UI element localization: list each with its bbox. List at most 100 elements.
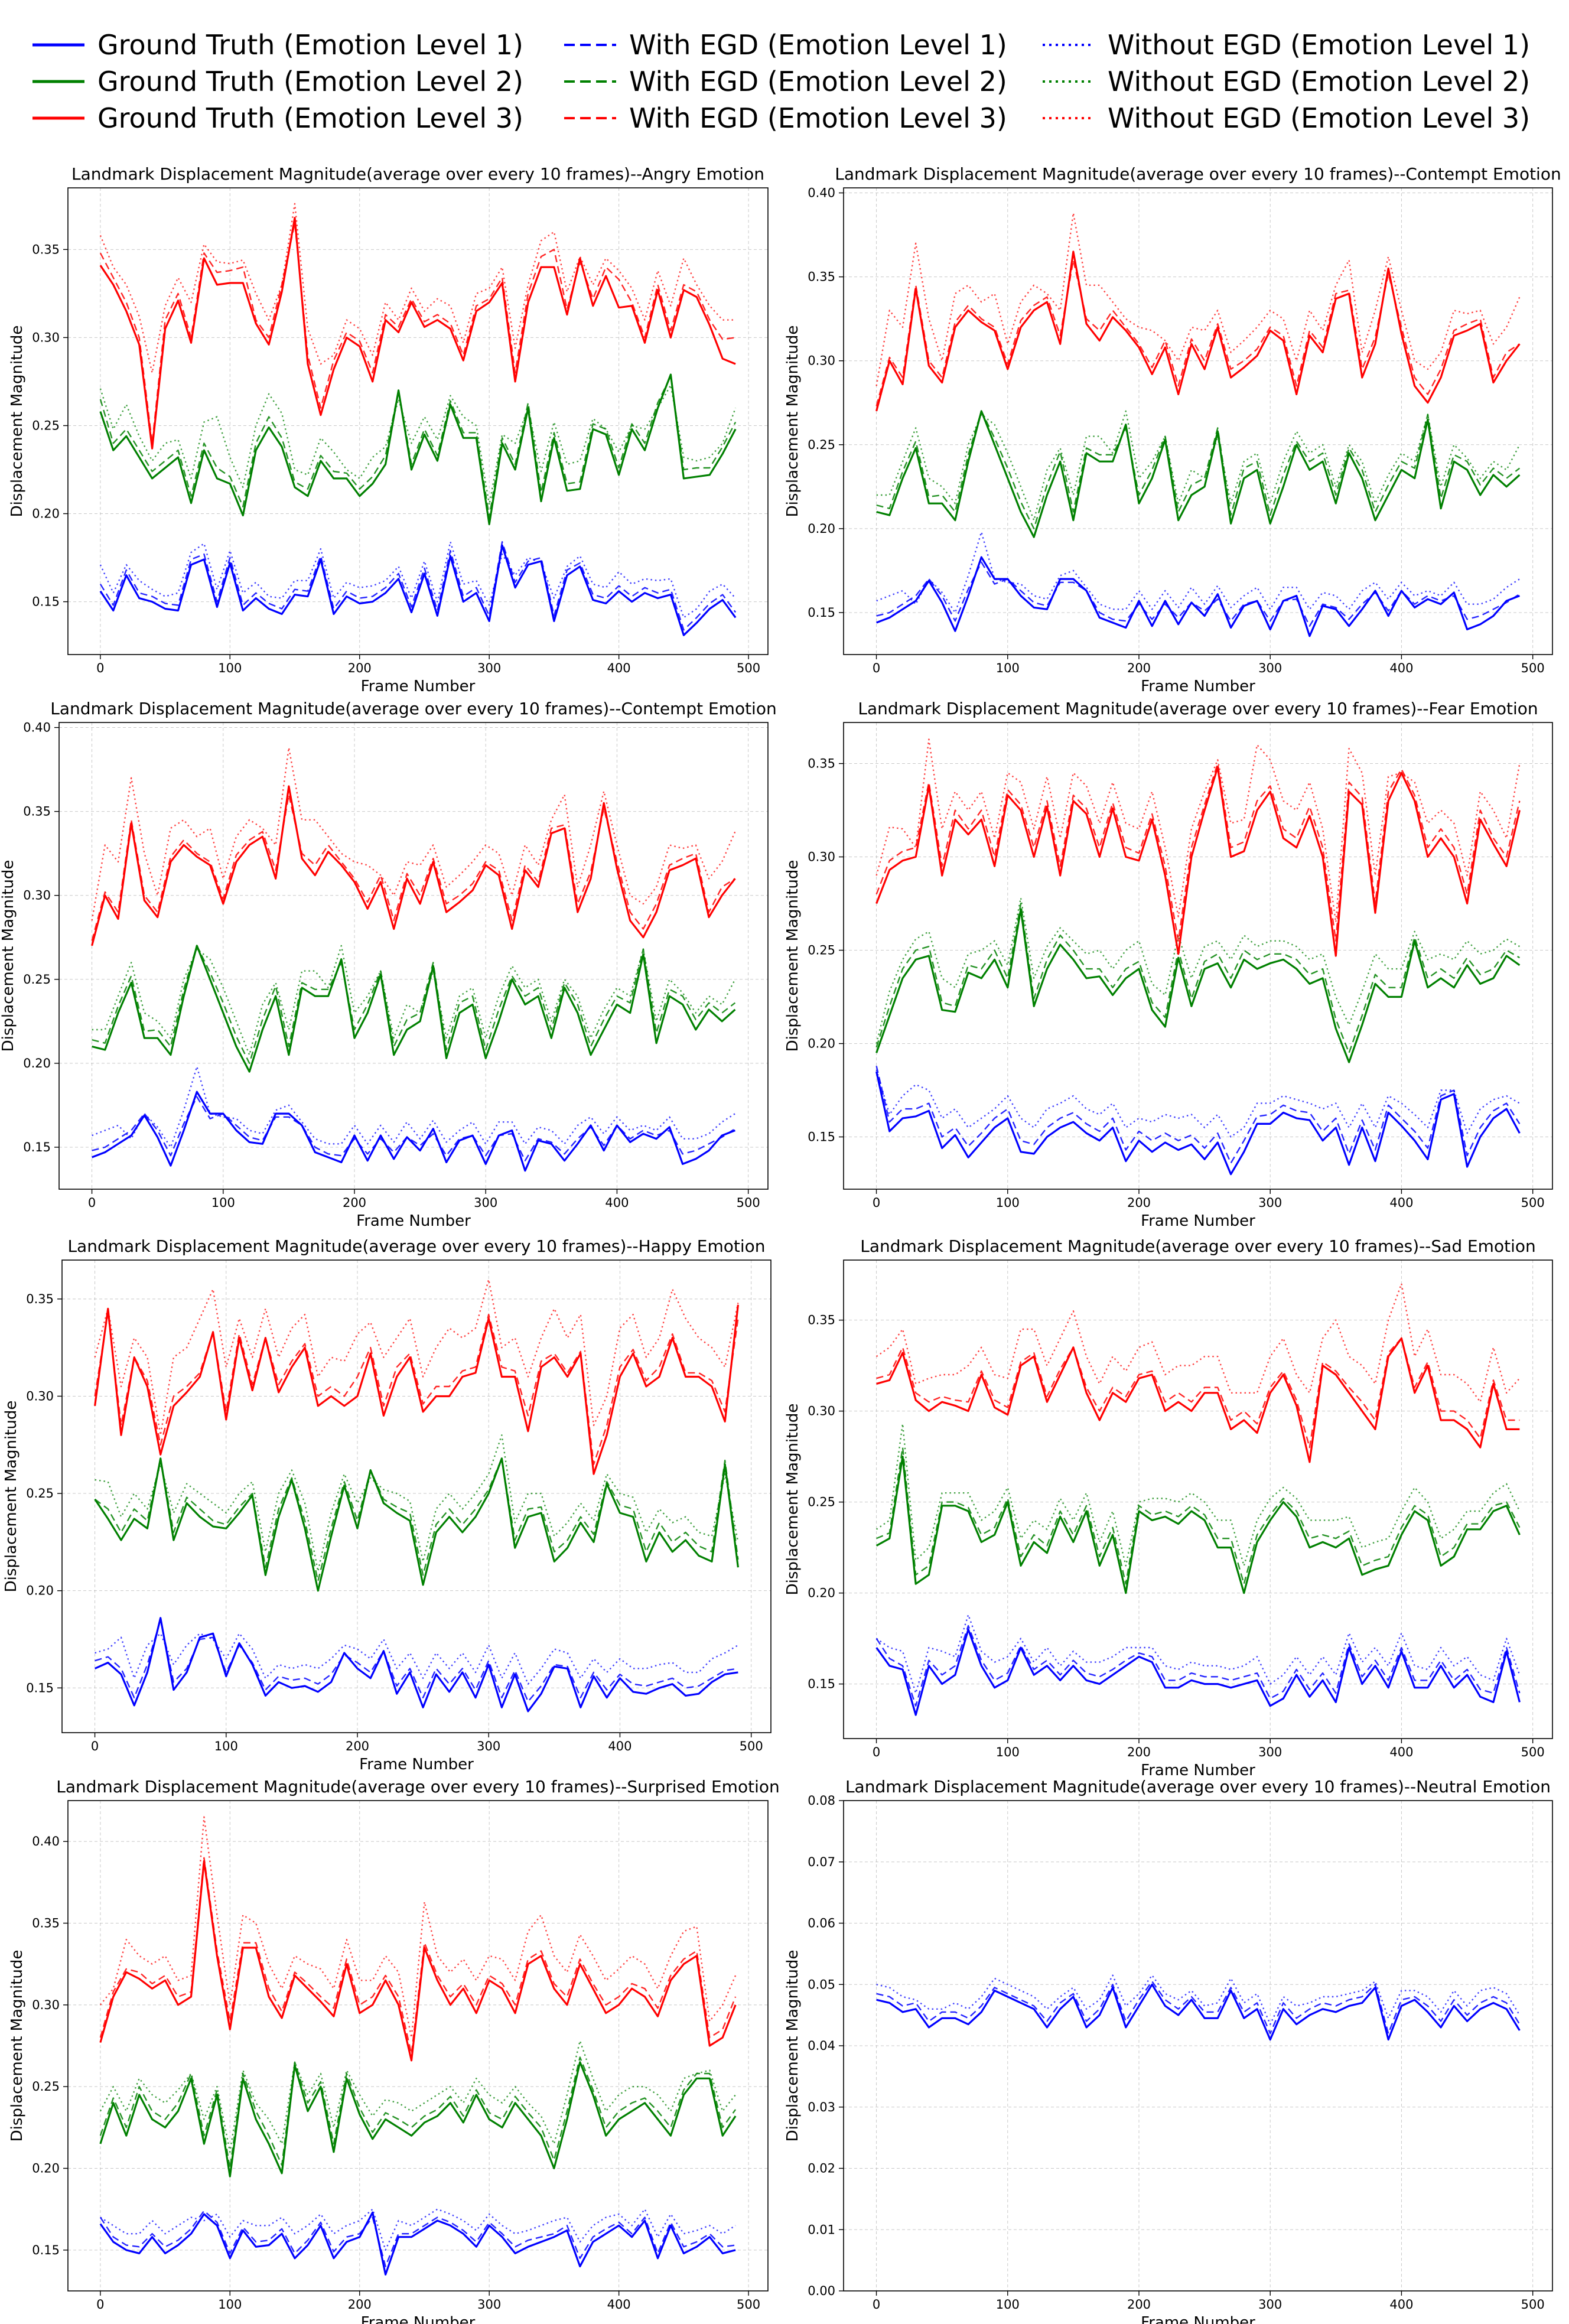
x-axis-label: Frame Number bbox=[1141, 2314, 1255, 2324]
chart-title: Landmark Displacement Magnitude(average … bbox=[71, 164, 764, 184]
y-axis-label: Displacement Magnitude bbox=[784, 1404, 802, 1596]
series-line bbox=[99, 203, 736, 374]
legend-label: Ground Truth (Emotion Level 3) bbox=[97, 102, 523, 134]
y-tick-label: 0.07 bbox=[808, 1855, 835, 1869]
legend-item: With EGD (Emotion Level 3) bbox=[564, 100, 1007, 136]
series-line bbox=[99, 541, 737, 631]
plot-frame bbox=[67, 1800, 769, 2292]
x-tick-label: 100 bbox=[211, 1196, 235, 1210]
x-tick-label: 400 bbox=[1389, 1745, 1413, 1759]
y-tick-label: 0.40 bbox=[808, 186, 835, 200]
y-tick-label: 0.20 bbox=[808, 522, 835, 536]
series-line bbox=[99, 2210, 736, 2267]
y-tick-label: 0.35 bbox=[32, 1916, 60, 1931]
x-tick-label: 300 bbox=[1258, 2297, 1282, 2312]
y-tick-label: 0.35 bbox=[26, 1292, 54, 1306]
series-line bbox=[99, 544, 737, 636]
series-line bbox=[875, 1614, 1521, 1694]
x-axis-label: Frame Number bbox=[359, 1756, 474, 1773]
legend-swatch-dotted-green bbox=[1043, 80, 1095, 83]
x-tick-label: 200 bbox=[348, 661, 372, 675]
series-line bbox=[875, 1456, 1521, 1594]
plot-frame bbox=[67, 187, 769, 655]
x-tick-label: 0 bbox=[96, 2297, 104, 2312]
x-tick-label: 400 bbox=[607, 661, 631, 675]
x-axis-label: Frame Number bbox=[361, 678, 476, 695]
x-tick-label: 300 bbox=[477, 2297, 501, 2312]
x-tick-label: 300 bbox=[1258, 1745, 1282, 1759]
series-line bbox=[92, 1096, 736, 1161]
y-tick-label: 0.30 bbox=[32, 1998, 60, 2012]
y-axis-label: Displacement Magnitude bbox=[784, 326, 802, 517]
legend-label: Without EGD (Emotion Level 2) bbox=[1108, 66, 1531, 97]
y-tick-label: 0.20 bbox=[808, 1037, 835, 1051]
series-line bbox=[875, 212, 1521, 386]
y-tick-label: 0.25 bbox=[23, 972, 51, 987]
x-axis-label: Frame Number bbox=[1141, 678, 1255, 695]
series-line bbox=[875, 908, 1521, 1063]
y-tick-label: 0.40 bbox=[23, 721, 51, 735]
x-tick-label: 400 bbox=[607, 2297, 631, 2312]
x-tick-label: 300 bbox=[477, 1739, 500, 1753]
series-line bbox=[91, 747, 736, 921]
chart-title: Landmark Displacement Magnitude(average … bbox=[56, 1777, 779, 1796]
y-tick-label: 0.20 bbox=[23, 1056, 51, 1070]
series-line bbox=[876, 410, 1521, 521]
legend-item: With EGD (Emotion Level 1) bbox=[564, 27, 1007, 63]
x-tick-label: 500 bbox=[1521, 2297, 1545, 2312]
series-line bbox=[876, 1983, 1521, 2041]
legend-swatch-dotted-blue bbox=[1043, 44, 1095, 46]
x-tick-label: 0 bbox=[96, 661, 104, 675]
series-line bbox=[94, 1457, 739, 1582]
x-tick-label: 100 bbox=[214, 1739, 238, 1753]
x-axis-label: Frame Number bbox=[356, 1212, 471, 1230]
chart-contempt-right: Landmark Displacement Magnitude(average … bbox=[784, 164, 1561, 695]
y-tick-label: 0.30 bbox=[808, 354, 835, 368]
series-line bbox=[875, 1066, 1521, 1164]
legend-swatch-dotted-red bbox=[1043, 117, 1095, 119]
legend-item: Without EGD (Emotion Level 1) bbox=[1043, 27, 1530, 63]
legend-label: Ground Truth (Emotion Level 2) bbox=[97, 66, 523, 97]
x-tick-label: 300 bbox=[1258, 661, 1282, 675]
x-tick-label: 200 bbox=[1127, 661, 1151, 675]
series-line bbox=[875, 250, 1521, 412]
legend-item: Without EGD (Emotion Level 2) bbox=[1043, 63, 1530, 100]
x-tick-label: 500 bbox=[1521, 1745, 1545, 1759]
series-line bbox=[875, 763, 1521, 942]
series-line bbox=[91, 785, 736, 946]
legend-label: With EGD (Emotion Level 1) bbox=[629, 29, 1007, 61]
series-line bbox=[876, 1337, 1520, 1449]
legend-item: With EGD (Emotion Level 2) bbox=[564, 63, 1007, 100]
y-tick-label: 0.35 bbox=[808, 1313, 835, 1327]
y-tick-label: 0.40 bbox=[32, 1834, 60, 1848]
series-line bbox=[875, 1071, 1521, 1176]
x-tick-label: 500 bbox=[1521, 661, 1545, 675]
series-line bbox=[875, 766, 1521, 957]
x-tick-label: 0 bbox=[873, 1745, 880, 1759]
series-line bbox=[876, 1447, 1521, 1585]
x-axis-label: Frame Number bbox=[361, 2314, 476, 2324]
x-tick-label: 200 bbox=[346, 1739, 369, 1753]
legend-swatch-dashed-blue bbox=[564, 44, 616, 46]
chart-angry: Landmark Displacement Magnitude(average … bbox=[8, 164, 769, 695]
y-tick-label: 0.08 bbox=[808, 1794, 835, 1808]
series-line bbox=[94, 1457, 739, 1592]
series-line bbox=[99, 1860, 737, 2062]
series-line bbox=[92, 1066, 736, 1148]
chart-title: Landmark Displacement Magnitude(average … bbox=[67, 1236, 765, 1256]
y-tick-label: 0.06 bbox=[808, 1916, 835, 1931]
legend-swatch-dashed-red bbox=[564, 117, 616, 119]
chart-title: Landmark Displacement Magnitude(average … bbox=[845, 1777, 1551, 1796]
y-tick-label: 0.20 bbox=[26, 1584, 54, 1598]
series-line bbox=[99, 1857, 737, 2055]
legend-label: With EGD (Emotion Level 3) bbox=[629, 102, 1007, 134]
series-line bbox=[875, 1423, 1521, 1567]
x-tick-label: 100 bbox=[996, 2297, 1020, 2312]
x-tick-label: 500 bbox=[737, 661, 760, 675]
x-tick-label: 0 bbox=[88, 1196, 96, 1210]
x-tick-label: 100 bbox=[218, 661, 242, 675]
x-tick-label: 400 bbox=[1389, 661, 1413, 675]
x-tick-label: 100 bbox=[996, 661, 1020, 675]
x-tick-label: 400 bbox=[605, 1196, 629, 1210]
y-tick-label: 0.00 bbox=[808, 2284, 835, 2298]
